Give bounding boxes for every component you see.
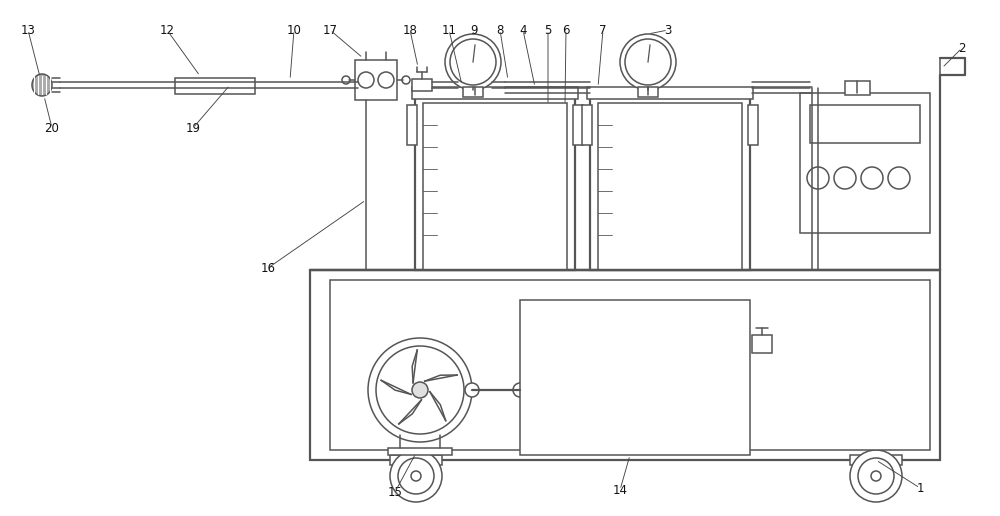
Circle shape xyxy=(871,471,881,481)
Circle shape xyxy=(861,167,883,189)
Circle shape xyxy=(445,34,501,90)
Circle shape xyxy=(450,39,496,85)
Text: 4: 4 xyxy=(519,24,527,37)
Text: 2: 2 xyxy=(958,41,966,55)
Bar xyxy=(800,93,930,233)
Bar xyxy=(748,105,758,145)
Bar xyxy=(590,95,750,270)
Bar xyxy=(355,60,397,100)
Circle shape xyxy=(858,458,894,494)
Text: 16: 16 xyxy=(260,262,276,275)
Bar xyxy=(587,87,753,99)
Bar xyxy=(845,81,870,95)
Circle shape xyxy=(378,72,394,88)
Text: 12: 12 xyxy=(160,24,175,37)
Bar xyxy=(407,105,417,145)
Circle shape xyxy=(411,471,421,481)
Text: 11: 11 xyxy=(442,24,456,37)
Circle shape xyxy=(376,346,464,434)
Bar xyxy=(412,79,432,91)
Ellipse shape xyxy=(32,74,52,96)
Text: 3: 3 xyxy=(664,24,672,37)
Bar xyxy=(175,78,255,94)
Text: 17: 17 xyxy=(322,24,338,37)
Circle shape xyxy=(834,167,856,189)
Bar xyxy=(463,87,483,97)
Text: 18: 18 xyxy=(403,24,417,37)
Text: 1: 1 xyxy=(916,481,924,494)
Circle shape xyxy=(807,167,829,189)
Bar xyxy=(573,105,583,145)
Circle shape xyxy=(620,34,676,90)
Bar xyxy=(582,105,592,145)
Circle shape xyxy=(625,39,671,85)
Text: 19: 19 xyxy=(186,121,200,135)
Circle shape xyxy=(513,383,527,397)
Text: 6: 6 xyxy=(562,24,570,37)
Text: 13: 13 xyxy=(21,24,35,37)
Circle shape xyxy=(358,72,374,88)
Bar xyxy=(330,280,930,450)
Circle shape xyxy=(398,458,434,494)
Bar xyxy=(415,95,575,270)
Text: 8: 8 xyxy=(496,24,504,37)
Bar xyxy=(390,455,442,465)
Text: 15: 15 xyxy=(388,486,402,498)
Circle shape xyxy=(390,450,442,502)
Text: 5: 5 xyxy=(544,24,552,37)
Bar xyxy=(850,455,902,465)
Circle shape xyxy=(368,338,472,442)
Bar xyxy=(752,335,772,353)
Bar xyxy=(810,105,920,143)
Circle shape xyxy=(402,76,410,84)
Circle shape xyxy=(850,450,902,502)
Text: 20: 20 xyxy=(45,121,59,135)
Bar xyxy=(310,270,940,460)
Circle shape xyxy=(412,382,428,398)
Circle shape xyxy=(465,383,479,397)
Circle shape xyxy=(888,167,910,189)
Text: 10: 10 xyxy=(287,24,301,37)
Bar xyxy=(423,103,567,270)
Bar xyxy=(412,87,578,99)
Text: 9: 9 xyxy=(470,24,478,37)
Text: 14: 14 xyxy=(612,483,628,496)
Circle shape xyxy=(342,76,350,84)
Bar xyxy=(388,448,452,455)
Text: 7: 7 xyxy=(599,24,607,37)
Bar xyxy=(520,300,750,455)
Bar xyxy=(638,87,658,97)
Bar xyxy=(598,103,742,270)
